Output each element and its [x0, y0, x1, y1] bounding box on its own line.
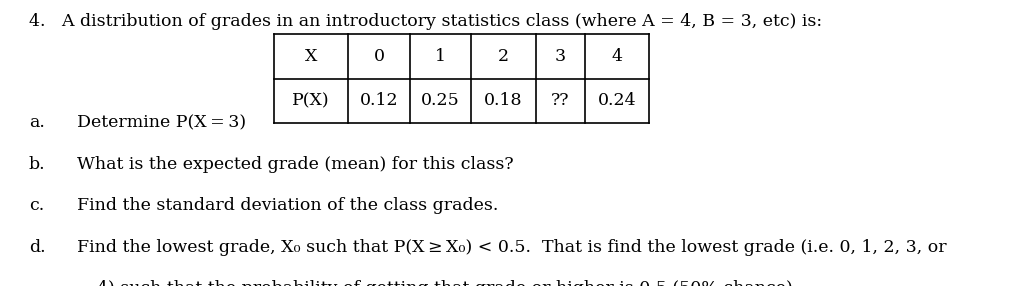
Text: 4: 4 — [611, 48, 623, 65]
Text: P(X): P(X) — [293, 92, 330, 109]
Text: Find the lowest grade, X₀ such that P(X ≥ X₀) < 0.5.  That is find the lowest gr: Find the lowest grade, X₀ such that P(X … — [77, 239, 946, 256]
Text: 0.25: 0.25 — [421, 92, 460, 109]
Text: 0.12: 0.12 — [359, 92, 398, 109]
Text: c.: c. — [29, 197, 44, 214]
Text: ??: ?? — [551, 92, 569, 109]
Text: a.: a. — [29, 114, 45, 131]
Text: Find the standard deviation of the class grades.: Find the standard deviation of the class… — [77, 197, 498, 214]
Text: Determine P(X = 3): Determine P(X = 3) — [77, 114, 246, 131]
Text: 4.   A distribution of grades in an introductory statistics class (where A = 4, : 4. A distribution of grades in an introd… — [29, 13, 822, 30]
Text: b.: b. — [29, 156, 45, 173]
Text: d.: d. — [29, 239, 45, 256]
Text: 0.18: 0.18 — [484, 92, 522, 109]
Text: What is the expected grade (mean) for this class?: What is the expected grade (mean) for th… — [77, 156, 513, 173]
Text: 1: 1 — [435, 48, 445, 65]
Text: 4) such that the probability of getting that grade or higher is 0.5 (50% chance): 4) such that the probability of getting … — [97, 280, 799, 286]
Text: 2: 2 — [498, 48, 509, 65]
Text: X: X — [305, 48, 317, 65]
Text: 0.24: 0.24 — [598, 92, 636, 109]
Text: 0: 0 — [374, 48, 384, 65]
Text: 3: 3 — [555, 48, 565, 65]
